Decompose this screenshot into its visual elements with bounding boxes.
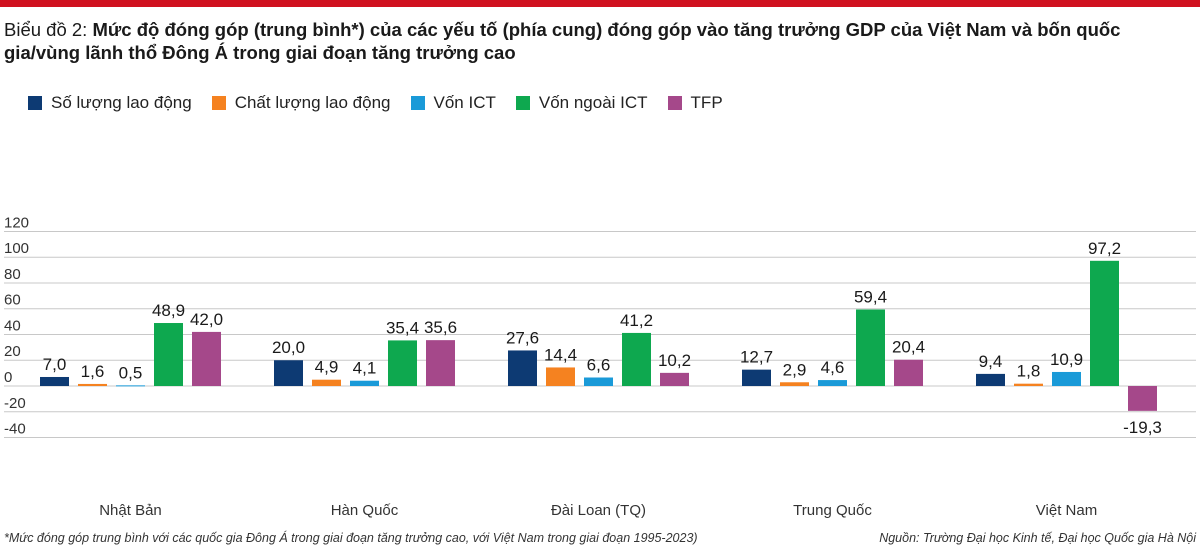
data-label: 4,9 — [315, 358, 339, 377]
bar — [154, 323, 183, 386]
chart-title-text: Mức độ đóng góp (trung bình*) của các yế… — [4, 19, 1121, 63]
bar — [660, 372, 689, 386]
bar — [350, 380, 379, 386]
data-label: 42,0 — [190, 310, 223, 329]
bar — [622, 332, 651, 386]
y-tick-label: -40 — [4, 421, 26, 438]
top-accent-bar — [0, 0, 1200, 7]
bar — [192, 331, 221, 386]
data-label: 6,6 — [587, 355, 611, 374]
chart-title: Biểu đồ 2: Mức độ đóng góp (trung bình*)… — [4, 18, 1184, 64]
data-label: 59,4 — [854, 287, 887, 306]
y-tick-label: 80 — [4, 266, 21, 283]
bar — [546, 367, 575, 386]
bar — [894, 359, 923, 386]
legend-item: TFP — [667, 93, 723, 113]
data-label: 4,6 — [821, 358, 845, 377]
y-tick-label: 40 — [4, 317, 21, 334]
legend-swatch — [667, 96, 682, 110]
y-tick-label: 0 — [4, 369, 12, 386]
x-category-label: Hàn Quốc — [331, 502, 399, 519]
legend-label: Chất lượng lao động — [234, 93, 391, 112]
legend-swatch — [211, 96, 226, 110]
legend-label: Vốn ngoài ICT — [538, 93, 648, 112]
legend-label: Số lượng lao động — [51, 93, 192, 112]
legend-swatch — [28, 96, 42, 110]
bar — [1052, 371, 1081, 386]
bar — [78, 383, 107, 386]
bar — [1090, 260, 1119, 386]
bar — [116, 385, 145, 387]
y-tick-label: 60 — [4, 292, 21, 309]
data-label: 1,6 — [81, 362, 105, 381]
legend-item: Vốn ngoài ICT — [515, 93, 648, 113]
x-category-label: Trung Quốc — [793, 502, 872, 519]
data-label: -19,3 — [1123, 418, 1162, 437]
bar — [1014, 383, 1043, 386]
data-label: 4,1 — [353, 359, 377, 378]
data-label: 20,4 — [892, 338, 925, 357]
bar — [584, 377, 613, 386]
x-category-label: Nhật Bản — [99, 502, 162, 519]
x-category-label: Việt Nam — [1036, 502, 1097, 519]
y-tick-label: 20 — [4, 343, 21, 360]
data-label: 41,2 — [620, 311, 653, 330]
legend-swatch — [410, 96, 425, 110]
bar — [856, 309, 885, 386]
y-tick-label: -20 — [4, 395, 26, 412]
data-label: 97,2 — [1088, 239, 1121, 258]
x-category-label: Đài Loan (TQ) — [551, 502, 646, 519]
bar — [508, 350, 537, 386]
y-tick-label: 120 — [4, 214, 29, 231]
source-note: Nguồn: Trường Đại học Kinh tế, Đại học Q… — [879, 531, 1196, 545]
bar — [426, 340, 455, 386]
data-label: 14,4 — [544, 345, 577, 364]
footnote: *Mức đóng góp trung bình với các quốc gi… — [4, 531, 698, 545]
legend-label: Vốn ICT — [433, 93, 496, 112]
bar — [742, 369, 771, 386]
data-label: 35,6 — [424, 318, 457, 337]
legend-item: Chất lượng lao động — [211, 93, 391, 113]
data-label: 10,2 — [658, 351, 691, 370]
bar — [40, 376, 69, 386]
legend-label: TFP — [690, 93, 723, 112]
data-label: 1,8 — [1017, 362, 1041, 381]
bar — [780, 382, 809, 386]
bar — [312, 379, 341, 386]
chart-legend: Số lượng lao động Chất lượng lao động Vốn … — [28, 92, 743, 114]
data-label: 9,4 — [979, 352, 1003, 371]
data-label: 12,7 — [740, 348, 773, 367]
legend-item: Vốn ICT — [410, 93, 496, 113]
data-label: 0,5 — [119, 363, 143, 382]
data-label: 35,4 — [386, 318, 419, 337]
y-tick-label: 100 — [4, 240, 29, 257]
data-label: 10,9 — [1050, 350, 1083, 369]
bar — [388, 340, 417, 386]
bar — [818, 380, 847, 386]
data-label: 27,6 — [506, 328, 539, 347]
chart-title-label: Biểu đồ 2: — [4, 19, 88, 40]
bar — [976, 373, 1005, 386]
bar — [1128, 386, 1157, 411]
bar — [274, 360, 303, 386]
data-label: 2,9 — [783, 360, 807, 379]
data-label: 48,9 — [152, 301, 185, 320]
data-label: 7,0 — [43, 355, 67, 374]
legend-item: Số lượng lao động — [28, 93, 192, 113]
data-label: 20,0 — [272, 338, 305, 357]
legend-swatch — [515, 96, 530, 110]
